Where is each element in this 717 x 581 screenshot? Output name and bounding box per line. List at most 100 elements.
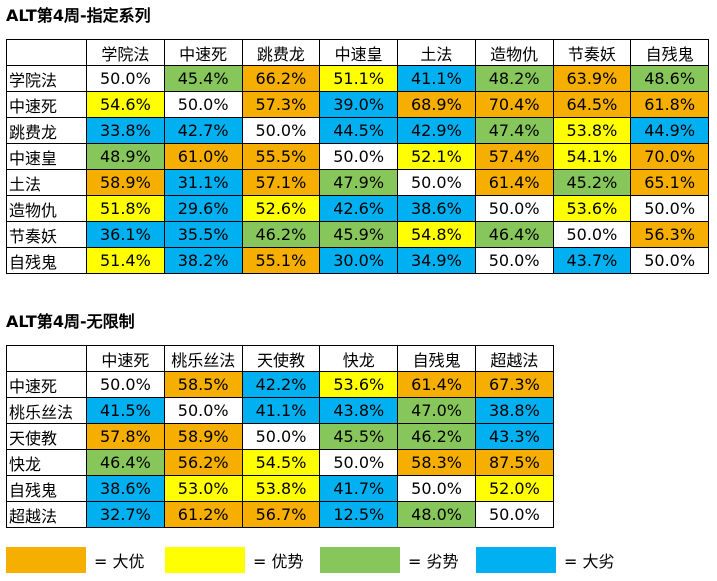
winrate-cell: 44.9% [630, 117, 709, 144]
winrate-cell: 50.0% [630, 247, 709, 274]
table-row: 节奏妖 36.1% 35.5% 46.2% 45.9% 54.8% 46.4% 50.0% 56… [6, 221, 709, 248]
winrate-cell: 51.8% [86, 195, 165, 222]
legend-swatch [320, 547, 400, 573]
column-header: 学院法 [86, 39, 165, 66]
winrate-cell: 45.9% [319, 221, 398, 248]
winrate-cell: 35.5% [163, 221, 243, 248]
winrate-cell: 38.8% [474, 397, 554, 424]
legend-swatch [165, 547, 245, 573]
winrate-cell: 48.9% [86, 143, 165, 170]
winrate-cell: 50.0% [397, 169, 476, 196]
winrate-cell: 50.0% [86, 65, 165, 92]
winrate-cell: 50.0% [163, 91, 243, 118]
winrate-cell: 53.6% [552, 195, 632, 222]
winrate-cell: 29.6% [163, 195, 243, 222]
column-header: 中速死 [86, 345, 165, 372]
table-row: 中速死 54.6% 50.0% 57.3% 39.0% 68.9% 70.4% 64.5% 61… [6, 91, 709, 118]
winrate-cell: 70.4% [474, 91, 554, 118]
winrate-cell: 36.1% [86, 221, 165, 248]
winrate-cell: 45.2% [552, 169, 632, 196]
winrate-cell: 47.0% [397, 397, 476, 424]
legend-item-advantage: = 优势 [165, 546, 304, 574]
header-row: 中速死 桃乐丝法 天使教 快龙 自残鬼 超越法 [6, 345, 554, 372]
table-row: 自残鬼 38.6% 53.0% 53.8% 41.7% 50.0% 52.0% [6, 475, 554, 502]
winrate-cell: 48.6% [630, 65, 709, 92]
winrate-cell: 58.9% [86, 169, 165, 196]
winrate-cell: 53.0% [163, 475, 243, 502]
winrate-cell: 47.9% [319, 169, 398, 196]
winrate-cell: 61.4% [474, 169, 554, 196]
row-header: 学院法 [6, 65, 87, 92]
winrate-cell: 50.0% [319, 143, 398, 170]
winrate-cell: 51.4% [86, 247, 165, 274]
winrate-cell: 31.1% [163, 169, 243, 196]
row-header: 桃乐丝法 [6, 397, 87, 424]
winrate-cell: 50.0% [86, 371, 165, 398]
winrate-cell: 46.2% [241, 221, 321, 248]
row-header: 中速皇 [6, 143, 87, 170]
winrate-cell: 54.5% [241, 449, 321, 476]
winrate-cell: 57.4% [474, 143, 554, 170]
winrate-cell: 68.9% [397, 91, 476, 118]
winrate-cell: 57.8% [86, 423, 165, 450]
winrate-cell: 67.3% [474, 371, 554, 398]
table2-title: ALT第4周-无限制 [6, 312, 135, 331]
winrate-cell: 58.9% [163, 423, 243, 450]
table-row: 跳费龙 33.8% 42.7% 50.0% 44.5% 42.9% 47.4% 53.8% 44… [6, 117, 709, 144]
header-row: 学院法 中速死 跳费龙 中速皇 土法 造物仇 节奏妖 自残鬼 [6, 39, 709, 66]
winrate-cell: 46.4% [474, 221, 554, 248]
winrate-cell: 47.4% [474, 117, 554, 144]
winrate-cell: 43.8% [319, 397, 399, 424]
corner-cell [6, 39, 87, 66]
column-header: 超越法 [474, 345, 554, 372]
legend-label: = 大优 [94, 552, 145, 571]
winrate-cell: 44.5% [319, 117, 398, 144]
winrate-cell: 52.6% [241, 195, 321, 222]
legend-item-disadvantage: = 劣势 [320, 546, 459, 574]
column-header: 自残鬼 [397, 345, 476, 372]
winrate-cell: 32.7% [86, 501, 165, 528]
winrate-cell: 61.2% [163, 501, 243, 528]
legend-label: = 大劣 [564, 552, 615, 571]
legend-label: = 优势 [253, 552, 304, 571]
winrate-cell: 54.8% [397, 221, 476, 248]
legend-item-big-disadvantage: = 大劣 [476, 546, 615, 574]
winrate-cell: 57.3% [241, 91, 321, 118]
corner-cell [6, 345, 87, 372]
row-header: 超越法 [6, 501, 87, 528]
column-header: 中速死 [163, 39, 243, 66]
winrate-cell: 53.8% [241, 475, 321, 502]
winrate-cell: 56.3% [630, 221, 709, 248]
legend-swatch [476, 547, 556, 573]
column-header: 造物仇 [474, 39, 554, 66]
winrate-cell: 43.3% [474, 423, 554, 450]
winrate-cell: 30.0% [319, 247, 398, 274]
winrate-cell: 57.1% [241, 169, 321, 196]
table-row: 造物仇 51.8% 29.6% 52.6% 42.6% 38.6% 50.0% 53.6% 50… [6, 195, 709, 222]
legend-item-big-advantage: = 大优 [6, 546, 145, 574]
winrate-cell: 65.1% [630, 169, 709, 196]
winrate-cell: 50.0% [474, 195, 554, 222]
winrate-cell: 42.2% [241, 371, 321, 398]
column-header: 中速皇 [319, 39, 398, 66]
column-header: 跳费龙 [241, 39, 321, 66]
row-header: 自残鬼 [6, 247, 87, 274]
row-header: 天使教 [6, 423, 87, 450]
winrate-cell: 53.6% [319, 371, 399, 398]
row-header: 自残鬼 [6, 475, 87, 502]
winrate-cell: 61.8% [630, 91, 709, 118]
row-header: 中速死 [6, 371, 87, 398]
winrate-cell: 61.0% [163, 143, 243, 170]
row-header: 快龙 [6, 449, 87, 476]
winrate-cell: 50.0% [241, 117, 321, 144]
table-row: 快龙 46.4% 56.2% 54.5% 50.0% 58.3% 87.5% [6, 449, 554, 476]
winrate-cell: 50.0% [397, 475, 476, 502]
winrate-cell: 42.7% [163, 117, 243, 144]
table-row: 自残鬼 51.4% 38.2% 55.1% 30.0% 34.9% 50.0% 43.7% 50… [6, 247, 709, 274]
winrate-cell: 70.0% [630, 143, 709, 170]
row-header: 造物仇 [6, 195, 87, 222]
winrate-cell: 45.5% [319, 423, 399, 450]
winrate-cell: 48.2% [474, 65, 554, 92]
winrate-cell: 63.9% [552, 65, 632, 92]
winrate-cell: 50.0% [319, 449, 399, 476]
